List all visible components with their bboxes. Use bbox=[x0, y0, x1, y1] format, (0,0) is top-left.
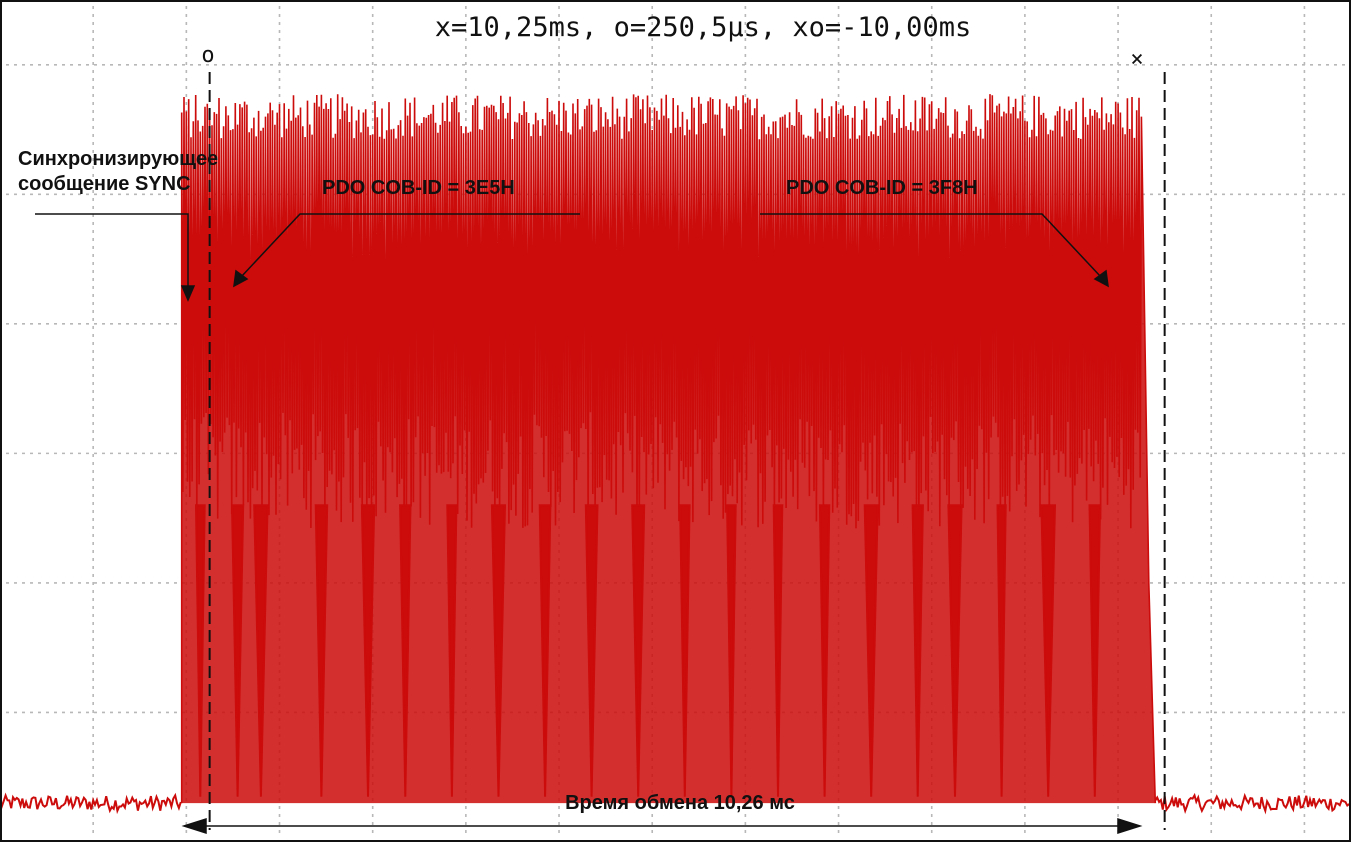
cursor-readout: x=10,25ms, o=250,5µs, xo=-10,00ms bbox=[435, 12, 971, 43]
pdo-3f8h-annotation: PDO COB-ID = 3F8H bbox=[786, 177, 978, 199]
pdo-3e5h-annotation: PDO COB-ID = 3E5H bbox=[322, 177, 515, 199]
signal-trace bbox=[0, 94, 1351, 815]
cursors bbox=[208, 72, 1166, 830]
frame-gap-spike bbox=[996, 504, 1007, 797]
frame-gap-spike bbox=[314, 504, 329, 797]
frame-gap-spike bbox=[679, 504, 691, 797]
frame-gap-spike bbox=[584, 504, 599, 797]
exchange-time-annotation: Время обмена 10,26 мс bbox=[565, 792, 795, 814]
pdo-3f8h-arrowhead bbox=[1093, 269, 1109, 288]
annotation-leaders bbox=[35, 213, 1109, 302]
frame-gap-spike bbox=[1088, 504, 1102, 797]
idle-trace-after bbox=[1154, 792, 1351, 815]
frame-gap-spike bbox=[911, 504, 924, 797]
pdo-3f8h-leader-line bbox=[760, 213, 1102, 278]
cursor-o-label: o bbox=[201, 43, 214, 68]
frame-gap-spike bbox=[818, 504, 831, 797]
can-bus-burst bbox=[180, 94, 1157, 804]
frame-gap-spike bbox=[253, 504, 269, 797]
frame-gap-spike bbox=[194, 504, 206, 797]
pdo-3e5h-leader-line bbox=[240, 213, 580, 278]
frame-gap-spike bbox=[947, 504, 963, 797]
sync-annotation-line2: сообщение SYNC bbox=[18, 173, 191, 195]
frame-gap-spike bbox=[726, 504, 737, 797]
sync-leader-line bbox=[35, 213, 189, 292]
frame-gap-spike bbox=[631, 504, 646, 797]
frame-gap-spike bbox=[360, 504, 376, 797]
sync-arrowhead bbox=[180, 285, 196, 302]
frame-gap-spike bbox=[230, 504, 245, 797]
idle-trace-before bbox=[0, 792, 182, 815]
frame-gap-spike bbox=[490, 504, 507, 797]
frame-gap-spike bbox=[446, 504, 458, 797]
frame-gap-spike bbox=[1040, 504, 1057, 797]
dimension-arrow-right bbox=[1117, 817, 1143, 835]
frame-gap-spike bbox=[772, 504, 784, 797]
exchange-time-dimension bbox=[181, 817, 1143, 835]
cursor-x-label: × bbox=[1130, 47, 1143, 72]
pdo-3e5h-arrowhead bbox=[233, 269, 249, 288]
frame-gap-spike bbox=[863, 504, 879, 797]
frame-gap-spike bbox=[538, 504, 552, 797]
dimension-arrow-left bbox=[181, 817, 207, 835]
sync-annotation-line1: Синхронизирующее bbox=[18, 148, 218, 170]
frame-gap-spike bbox=[399, 504, 412, 797]
